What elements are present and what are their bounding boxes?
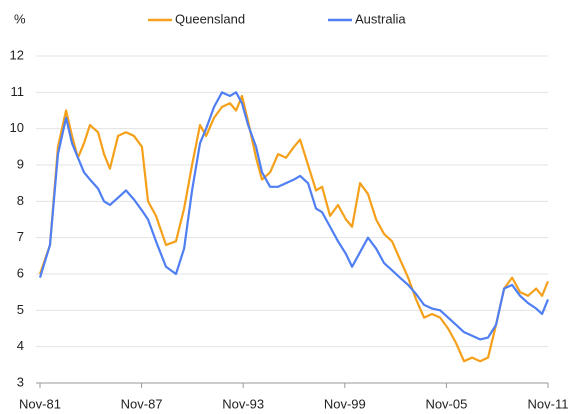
x-tick-label: Nov-93 bbox=[222, 396, 264, 411]
y-tick-label: 9 bbox=[17, 156, 24, 171]
y-tick-label: 12 bbox=[10, 47, 24, 62]
x-tick-label: Nov-87 bbox=[121, 396, 163, 411]
y-tick-label: 6 bbox=[17, 265, 24, 280]
x-tick-label: Nov-99 bbox=[324, 396, 366, 411]
y-tick-label: 11 bbox=[11, 84, 25, 99]
legend-label: Australia bbox=[355, 11, 406, 26]
y-axis-label: % bbox=[14, 11, 26, 26]
y-tick-label: 4 bbox=[17, 338, 24, 353]
y-tick-label: 7 bbox=[17, 229, 24, 244]
series-line bbox=[38, 94, 550, 363]
x-tick-label: Nov-05 bbox=[425, 396, 467, 411]
y-tick-label: 10 bbox=[10, 120, 24, 135]
x-tick-label: Nov-81 bbox=[19, 396, 61, 411]
x-tick-label: Nov-11 bbox=[528, 396, 569, 411]
legend-label: Queensland bbox=[175, 11, 245, 26]
y-tick-label: 8 bbox=[17, 193, 24, 208]
y-tick-label: 3 bbox=[17, 374, 24, 389]
y-tick-label: 5 bbox=[17, 302, 24, 317]
series-line bbox=[38, 91, 550, 341]
